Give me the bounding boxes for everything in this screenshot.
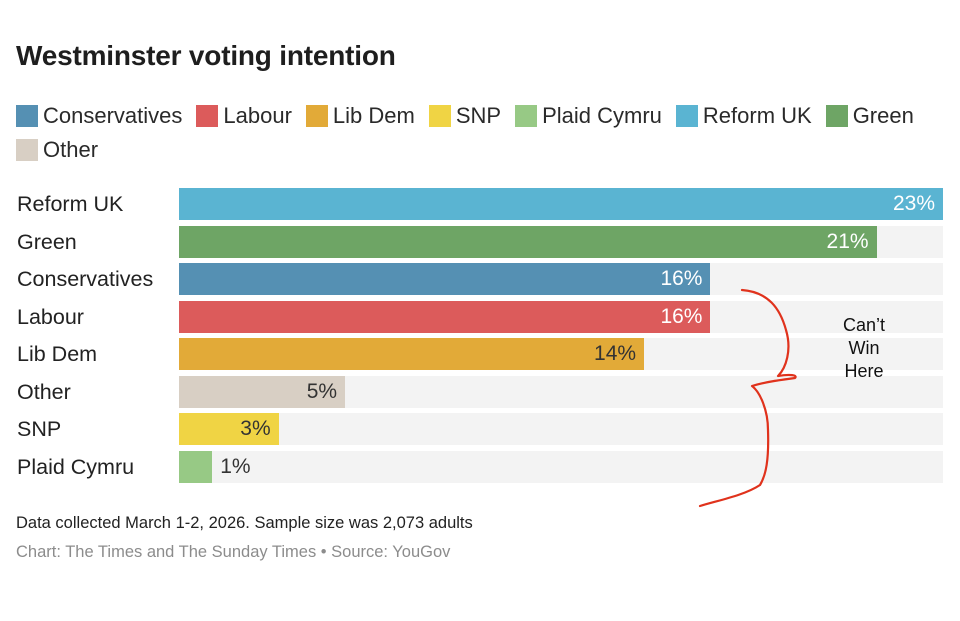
bar-row: Lib Dem 14% — [0, 338, 960, 370]
bar-track: 1% — [179, 450, 943, 483]
annotation-line: Here — [844, 361, 884, 381]
legend: Conservatives Labour Lib Dem SNP Plaid Cymru… — [16, 103, 956, 162]
value-label: 14% — [594, 342, 637, 365]
legend-swatch — [515, 105, 538, 127]
bar-row: Conservatives 16% — [0, 263, 960, 295]
chart-title: Westminster voting intention — [16, 40, 396, 71]
value-label: 16% — [660, 267, 703, 290]
annotation-line: Win — [848, 338, 880, 358]
category-label: Green — [17, 229, 77, 254]
legend-label: Other — [43, 137, 99, 162]
legend-swatch — [428, 105, 451, 127]
bar — [179, 413, 279, 445]
category-label: Labour — [17, 304, 84, 329]
bar-chart: Reform UK 23% Green 21% Conservatives 16% Labo… — [0, 188, 960, 488]
bar — [179, 188, 943, 220]
legend-swatch — [825, 105, 848, 127]
annotation-line: Can’t — [842, 315, 886, 335]
legend-swatch — [196, 105, 219, 127]
legend-item: Conservatives — [16, 103, 183, 128]
legend-item: Green — [825, 103, 914, 128]
bar — [179, 375, 346, 408]
value-label: 1% — [220, 454, 251, 478]
bar-row: Other 5% — [0, 375, 960, 408]
bar — [179, 338, 645, 370]
bar-row: Labour 16% — [0, 300, 960, 333]
bar-track: 5% — [179, 375, 943, 408]
legend-swatch — [16, 139, 38, 161]
legend-item: Reform UK — [675, 103, 812, 128]
bar-row: Reform UK 23% — [0, 188, 960, 220]
bar-track: 21% — [179, 225, 943, 258]
category-label: SNP — [17, 417, 62, 441]
bar — [179, 263, 711, 295]
bar-track: 23% — [179, 188, 943, 220]
category-label: Conservatives — [17, 267, 154, 291]
value-label: 23% — [892, 192, 935, 215]
legend-label: Conservatives — [43, 103, 183, 128]
legend-item: Lib Dem — [305, 103, 415, 128]
brace-stroke — [698, 288, 797, 508]
legend-item: Labour — [196, 103, 292, 128]
category-label: Reform UK — [17, 192, 124, 216]
value-label: 16% — [660, 304, 703, 328]
legend-label: Lib Dem — [332, 103, 415, 128]
bar-track: 16% — [179, 263, 943, 295]
bar — [179, 300, 711, 333]
category-label: Lib Dem — [17, 342, 98, 366]
legend-label: Reform UK — [702, 103, 812, 128]
category-label: Plaid Cymru — [17, 454, 135, 479]
legend-label: SNP — [455, 103, 502, 128]
bar — [179, 450, 213, 483]
annotation-text: Can’t Win Here — [824, 314, 904, 383]
legend-label: Green — [852, 103, 914, 128]
bar-track: 14% — [179, 338, 943, 370]
data-note: Data collected March 1-2, 2026. Sample s… — [16, 514, 473, 532]
legend-swatch — [305, 105, 328, 127]
bar-row: SNP 3% — [0, 413, 960, 445]
value-label: 3% — [240, 417, 271, 440]
bar-track: 3% — [179, 413, 943, 445]
bar-row: Green 21% — [0, 225, 960, 258]
legend-label: Labour — [223, 103, 292, 128]
legend-item: Plaid Cymru — [515, 103, 662, 128]
legend-item: SNP — [428, 103, 502, 128]
bar-track: 16% — [179, 300, 943, 333]
source-credit: Chart: The Times and The Sunday Times • … — [16, 543, 451, 561]
value-label: 5% — [306, 379, 338, 403]
category-label: Other — [17, 379, 71, 404]
bar — [179, 225, 877, 258]
legend-swatch — [675, 105, 698, 127]
value-label: 21% — [826, 229, 869, 253]
legend-label: Plaid Cymru — [542, 103, 662, 128]
legend-item: Other — [16, 137, 99, 162]
bar-row: Plaid Cymru 1% — [0, 450, 960, 483]
legend-swatch — [16, 105, 38, 127]
